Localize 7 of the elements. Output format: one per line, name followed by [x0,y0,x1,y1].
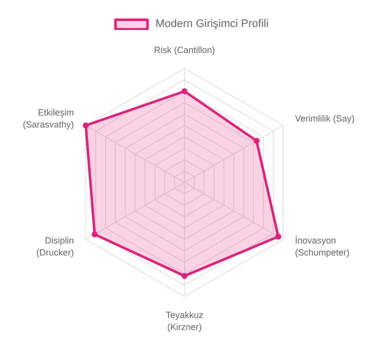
spoke-label: İnovasyon (Schumpeter) [295,235,350,258]
spoke-label: Etkileşim (Sarasvathy) [22,108,74,130]
spoke-label: Risk (Cantillon) [154,44,215,55]
legend-label: Modern Girişimci Profili [155,18,269,30]
spoke-label: Disiplin (Drucker) [36,235,74,258]
spoke-label: Verimlilik (Say) [295,114,355,124]
spoke-label: Teyakkuz (Kirzner) [166,310,204,332]
